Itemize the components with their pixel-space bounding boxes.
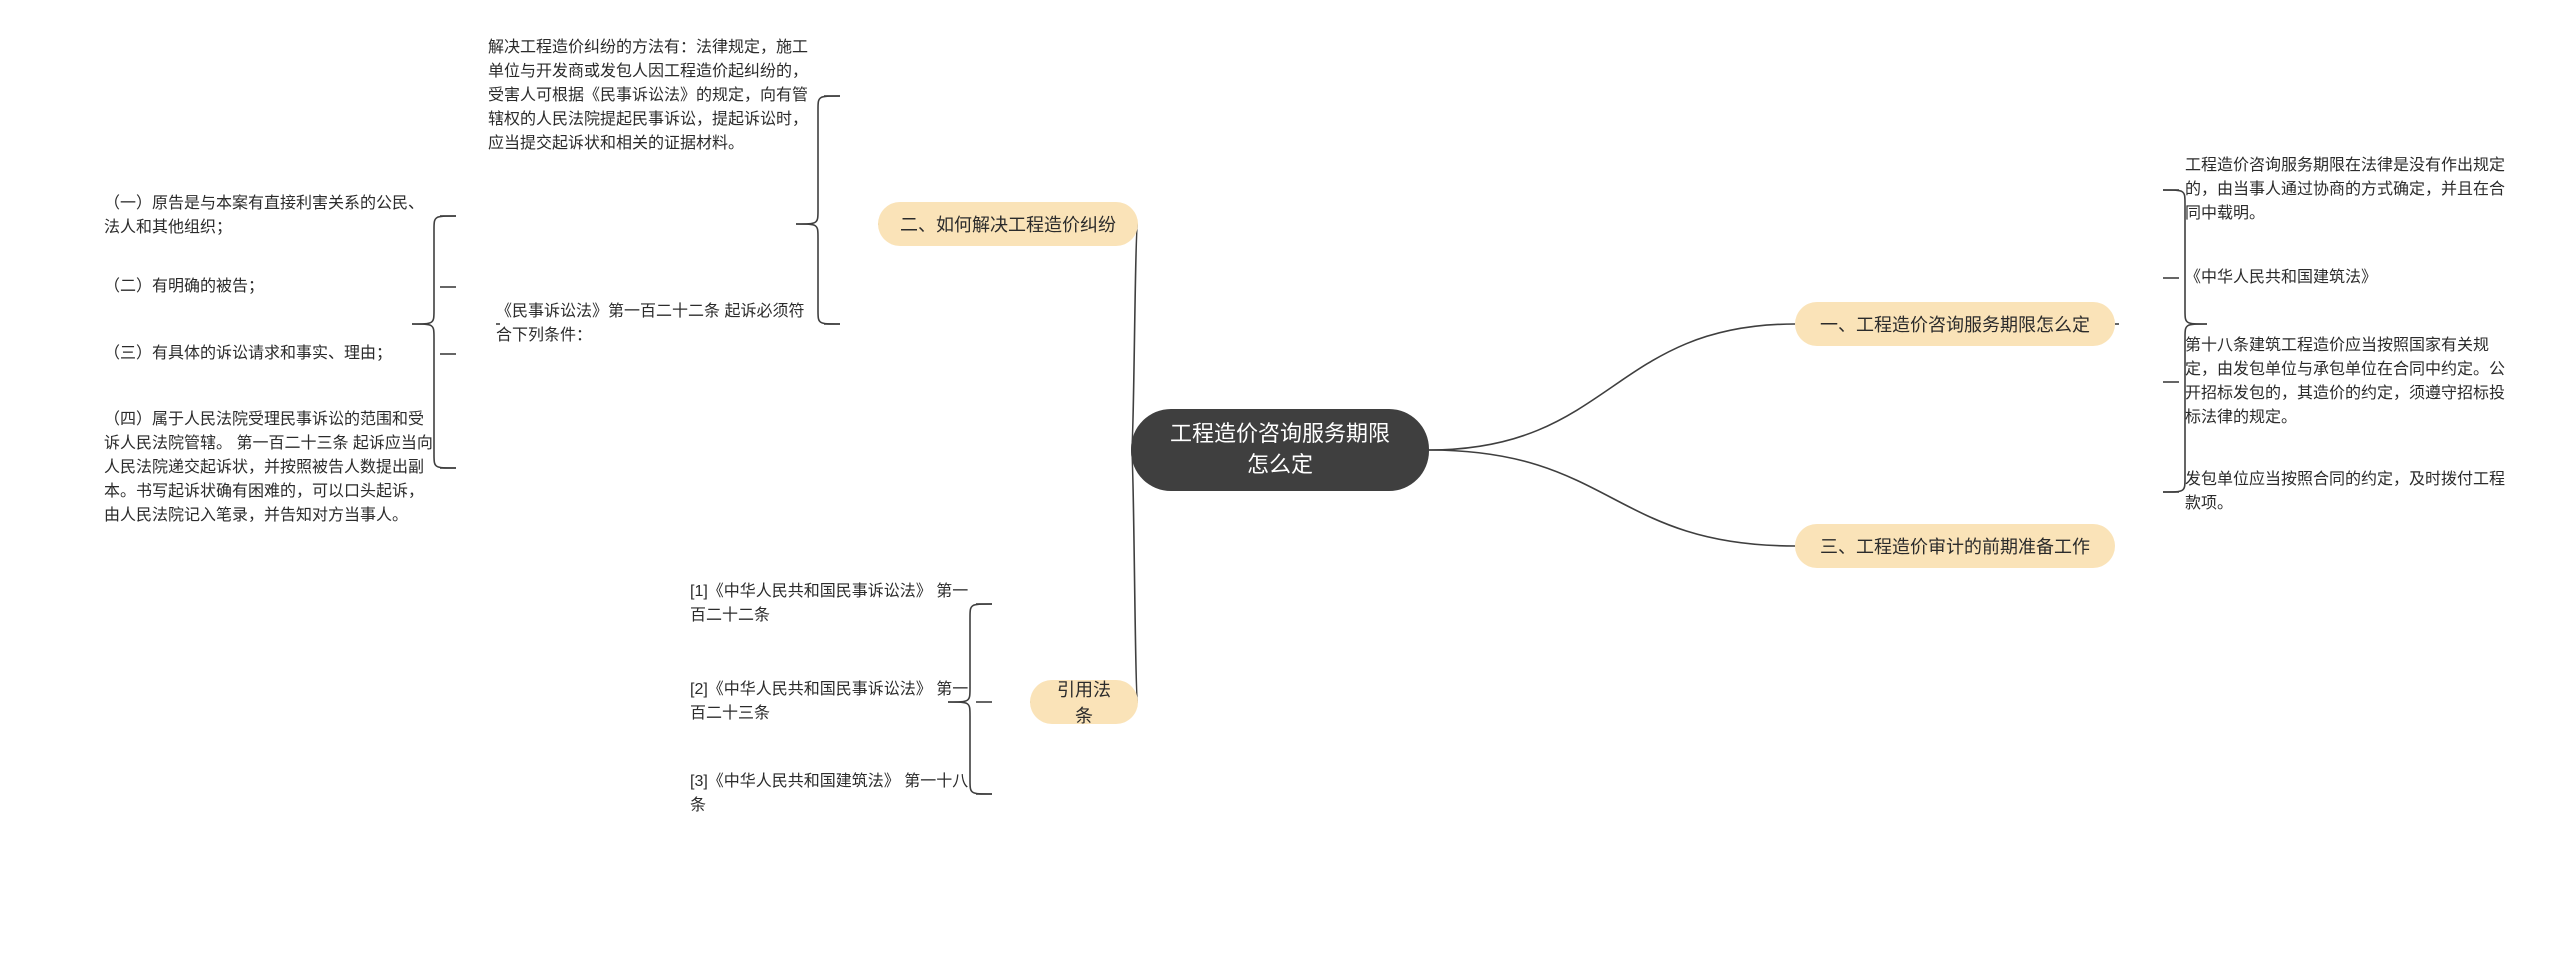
leaf-l2-0: 解决工程造价纠纷的方法有：法律规定，施工单位与开发商或发包人因工程造价起纠纷的，… (488, 36, 818, 156)
leaf-l4-1: [2]《中华人民共和国民事诉讼法》 第一百二十三条 (690, 678, 970, 726)
leaf-l2-1-0: （一）原告是与本案有直接利害关系的公民、法人和其他组织； (104, 192, 434, 240)
branch-l2[interactable]: 二、如何解决工程造价纠纷 (878, 202, 1138, 246)
root-node[interactable]: 工程造价咨询服务期限怎么定 (1131, 409, 1429, 491)
leaf-r1-0: 工程造价咨询服务期限在法律是没有作出规定的，由当事人通过协商的方式确定，并且在合… (2185, 154, 2515, 226)
branch-r1[interactable]: 一、工程造价咨询服务期限怎么定 (1795, 302, 2115, 346)
leaf-l2-1-3: （四）属于人民法院受理民事诉讼的范围和受诉人民法院管辖。 第一百二十三条 起诉应… (104, 408, 434, 528)
leaf-r1-2: 第十八条建筑工程造价应当按照国家有关规定，由发包单位与承包单位在合同中约定。公开… (2185, 334, 2515, 430)
leaf-l2-1-1: （二）有明确的被告； (104, 275, 434, 299)
leaf-l2-1-2: （三）有具体的诉讼请求和事实、理由； (104, 342, 434, 366)
branch-r3[interactable]: 三、工程造价审计的前期准备工作 (1795, 524, 2115, 568)
leaf-r1-3: 发包单位应当按照合同的约定，及时拨付工程款项。 (2185, 468, 2515, 516)
branch-l4[interactable]: 引用法条 (1030, 680, 1138, 724)
leaf-l2-1: 《民事诉讼法》第一百二十二条 起诉必须符合下列条件： (496, 300, 818, 348)
leaf-l4-0: [1]《中华人民共和国民事诉讼法》 第一百二十二条 (690, 580, 970, 628)
leaf-l4-2: [3]《中华人民共和国建筑法》 第一十八条 (690, 782, 970, 806)
leaf-r1-1: 《中华人民共和国建筑法》 (2185, 266, 2515, 290)
